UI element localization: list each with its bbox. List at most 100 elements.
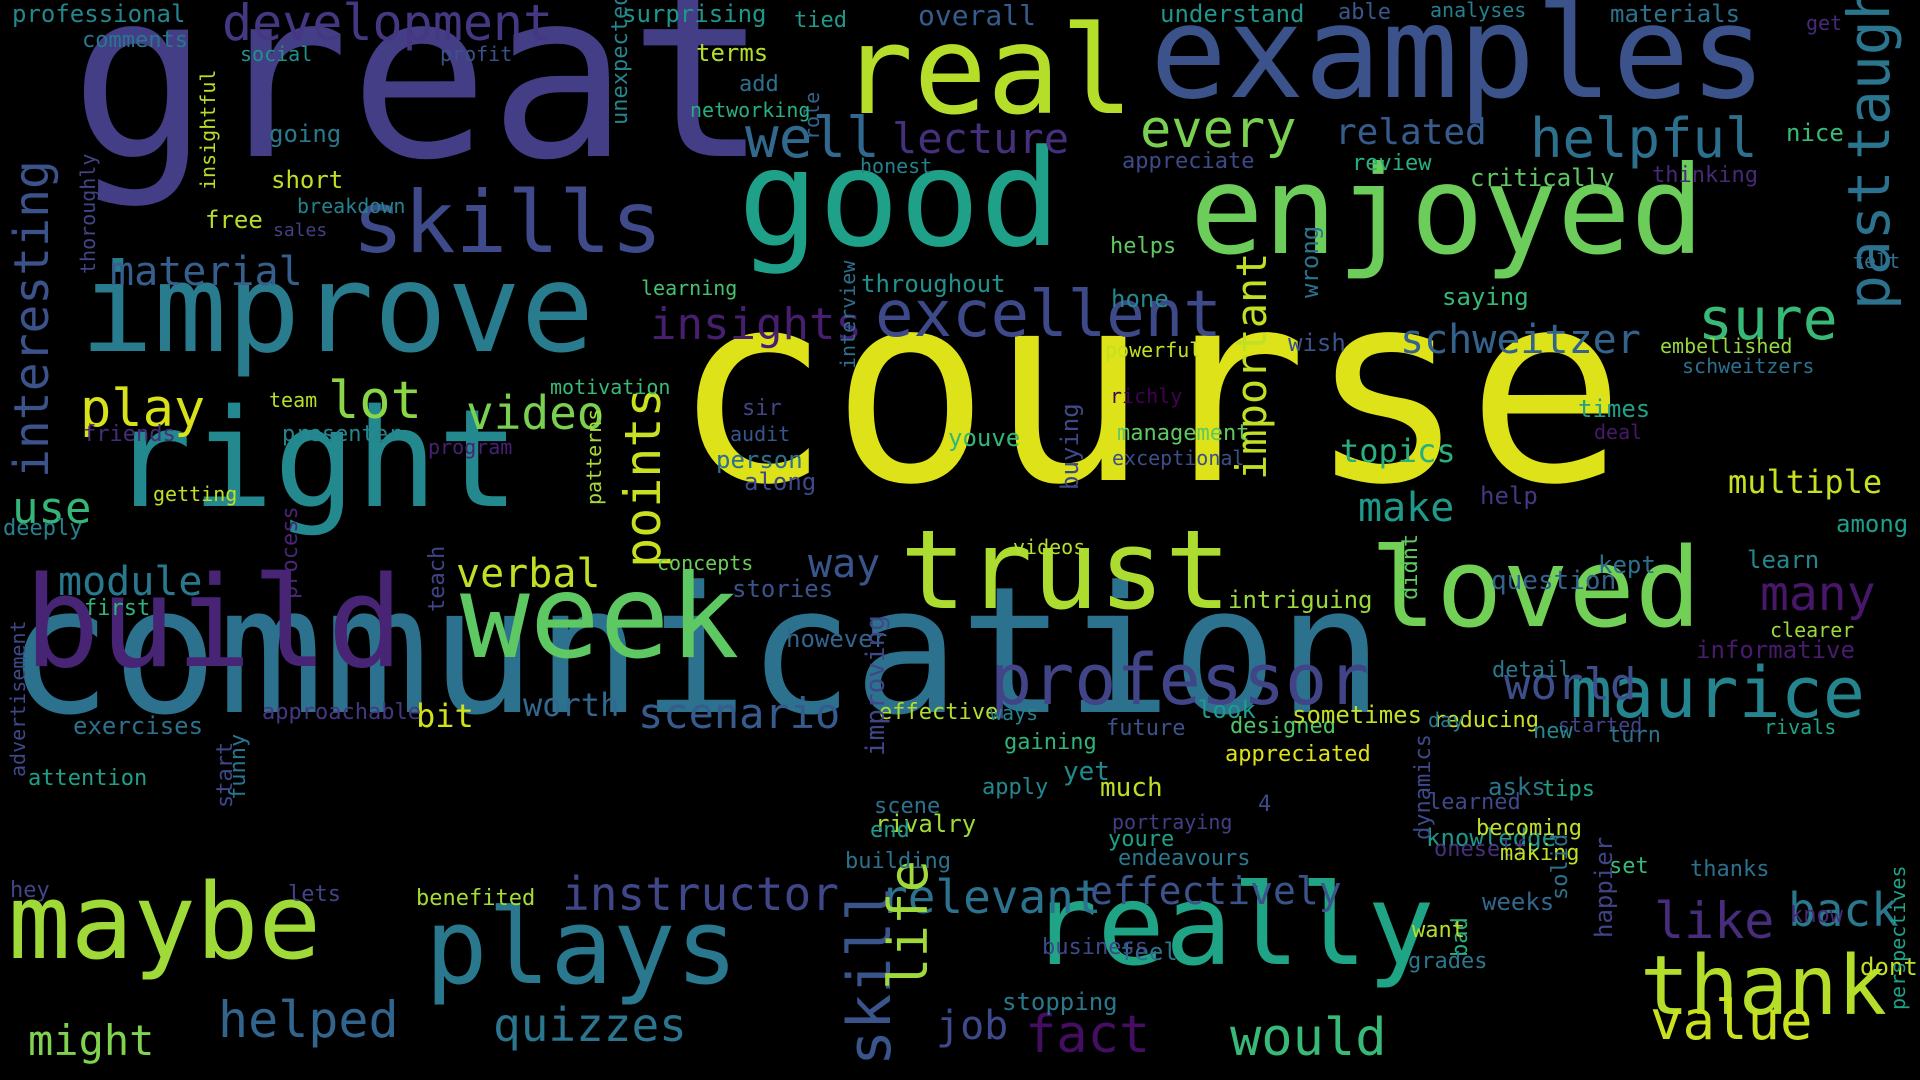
word-bit: bit — [416, 697, 474, 735]
word-approachable: approachable — [262, 700, 421, 725]
word-communication: communication — [6, 549, 1384, 754]
word-enjoyed: enjoyed — [1190, 140, 1705, 282]
word-sometimes: sometimes — [1292, 701, 1423, 729]
word-reducing: reducing — [1433, 708, 1539, 733]
word-professor: professor — [990, 639, 1370, 721]
word-weeks: weeks — [1482, 888, 1555, 916]
word-becoming: becoming — [1476, 816, 1582, 841]
word-get: get — [1806, 11, 1843, 35]
word-multiple: multiple — [1728, 463, 1883, 501]
word-embellished: embellished — [1660, 334, 1793, 358]
word-yet: yet — [1063, 757, 1110, 787]
word-video: video — [466, 386, 605, 440]
word-materials: materials — [1610, 0, 1741, 28]
word-look: look — [1198, 696, 1256, 724]
word-unexpected: unexpected — [608, 0, 633, 125]
word-clearer: clearer — [1770, 618, 1855, 642]
word-videos: videos — [1013, 535, 1086, 559]
word-oneself: oneself — [1434, 837, 1527, 862]
word-every: every — [1140, 100, 1297, 160]
word-wrong: wrong — [1296, 225, 1324, 298]
word-management: management — [1117, 421, 1250, 446]
word-question: question — [1491, 566, 1617, 596]
word-process: process — [278, 506, 303, 599]
word-business: business — [1042, 935, 1148, 960]
word-stories: stories — [732, 575, 834, 603]
word-along: along — [744, 468, 817, 496]
word-back: back — [1788, 883, 1899, 937]
word-able: able — [1338, 0, 1391, 25]
word-richly: richly — [1110, 384, 1183, 408]
word-rivalry: rivalry — [875, 810, 977, 838]
word-exercises: exercises — [73, 712, 204, 740]
word-surprising: surprising — [622, 0, 767, 28]
word-life: life — [877, 859, 940, 990]
word-world: world — [1504, 659, 1637, 710]
word-review: review — [1352, 151, 1432, 176]
word-short: short — [271, 166, 344, 194]
word-going: going — [269, 120, 342, 148]
word-deeply: deeply — [3, 516, 83, 541]
word-helps: helps — [1110, 234, 1177, 259]
word-excellent: excellent — [875, 278, 1222, 352]
word-didnt: didnt — [1398, 533, 1423, 600]
word-would: would — [1230, 1008, 1387, 1068]
word-learning: learning — [641, 276, 738, 300]
word-hone: hone — [1111, 285, 1169, 313]
word-insightful: insightful — [196, 69, 220, 190]
word-appreciate: appreciate — [1122, 149, 1255, 174]
word-know: know — [1790, 903, 1843, 928]
word-help: help — [1480, 482, 1538, 510]
word-set: set — [1609, 854, 1649, 879]
word-schweitzers: schweitzers — [1682, 354, 1815, 378]
word-taught: taught — [1835, 0, 1903, 160]
word-helpful: helpful — [1530, 107, 1758, 170]
word-building: building — [845, 849, 951, 874]
word-use: use — [12, 483, 92, 534]
word-learn: learn — [1747, 546, 1820, 574]
word-throughout: throughout — [861, 270, 1006, 298]
word-way: way — [808, 541, 881, 587]
word-effective: effective — [879, 700, 999, 725]
word-development: development — [222, 0, 554, 52]
word-attention: attention — [28, 766, 148, 791]
word-maurice: maurice — [1570, 652, 1866, 734]
word-end: end — [870, 818, 910, 843]
word-perspectives: perspectives — [1886, 865, 1910, 1011]
word-interview: interview — [836, 260, 860, 369]
word-quizzes: quizzes — [493, 998, 687, 1052]
word-related: related — [1335, 112, 1487, 153]
word-designed: designed — [1230, 714, 1336, 739]
word-want: want — [1412, 918, 1465, 943]
word-among: among — [1836, 510, 1909, 538]
word-detail: detail — [1492, 658, 1572, 683]
word-sure: sure — [1698, 285, 1838, 353]
word-improve: improve — [80, 238, 595, 380]
word-gaining: gaining — [1004, 730, 1097, 755]
word-rivals: rivals — [1764, 715, 1837, 739]
word-well: well — [745, 106, 880, 171]
word-instructor: instructor — [562, 867, 839, 921]
word-lets: lets — [288, 882, 341, 907]
word-asks: asks — [1488, 773, 1546, 801]
word-scenario: scenario — [638, 689, 841, 738]
word-lecture: lecture — [892, 114, 1070, 163]
word-plays: plays — [425, 886, 739, 1008]
word-comments: comments — [82, 28, 188, 53]
word-learned: learned — [1428, 790, 1521, 815]
word-breakdown: breakdown — [297, 194, 406, 218]
word-grades: grades — [1408, 949, 1488, 974]
word-scene: scene — [874, 794, 941, 819]
word-concepts: concepts — [657, 551, 754, 575]
word-team: team — [269, 388, 318, 412]
word-improving: improving — [861, 615, 891, 756]
word-feel: feel — [1120, 938, 1178, 966]
word-play: play — [80, 379, 206, 439]
word-nice: nice — [1786, 119, 1844, 147]
word-great: great — [70, 0, 769, 211]
word-tied: tied — [794, 8, 847, 33]
word-add: add — [739, 72, 779, 97]
word-future: future — [1106, 716, 1186, 741]
word-interesting: interesting — [4, 160, 60, 478]
word-overall: overall — [918, 0, 1037, 32]
